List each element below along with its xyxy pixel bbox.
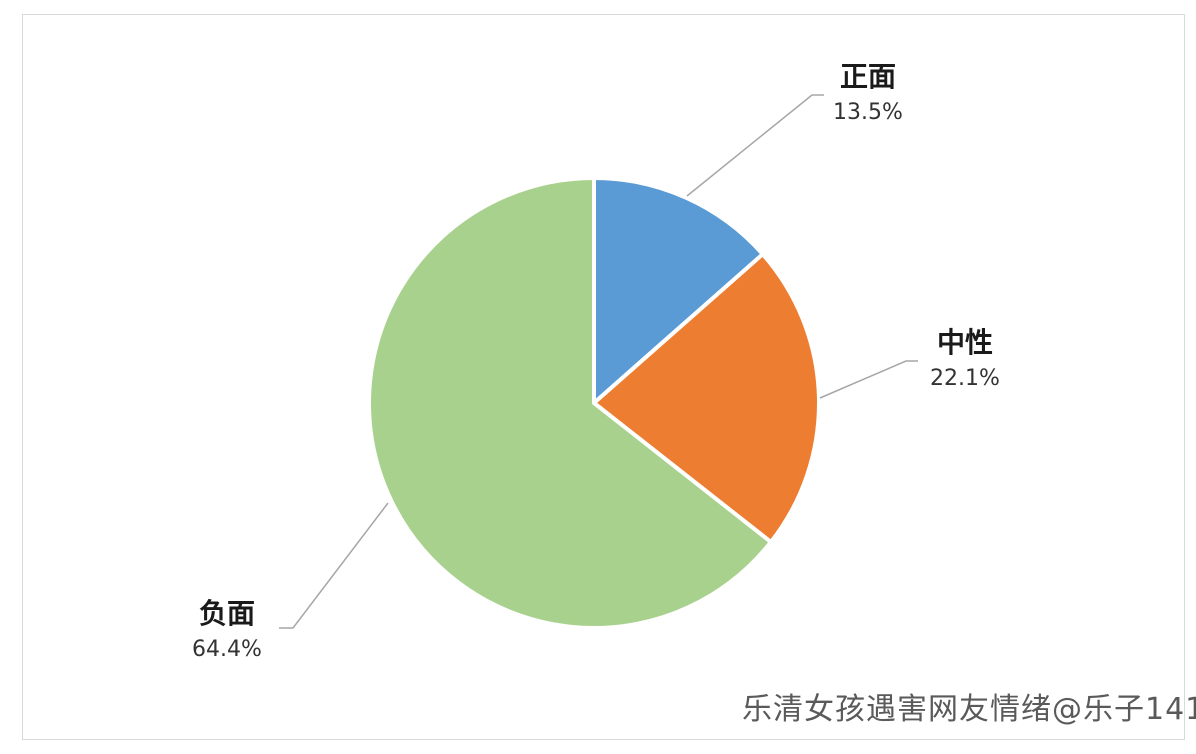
watermark-text: 乐清女孩遇害网友情绪	[742, 692, 1052, 727]
slice-label-1: 中性	[937, 326, 993, 359]
slice-value-label-1: 22.1%	[930, 366, 1000, 391]
watermark-overlay: @乐子1416	[1052, 692, 1196, 727]
slice-value-label-2: 64.4%	[192, 637, 262, 662]
leader-line-0	[686, 94, 824, 197]
slice-value-label-0: 13.5%	[833, 100, 903, 125]
pie-slice-1	[592, 252, 821, 545]
leader-line-1	[819, 360, 918, 399]
leader-line-2	[279, 502, 389, 629]
slice-label-0: 正面	[840, 60, 896, 93]
watermark: 乐清女孩遇害网友情绪@乐子1416	[742, 684, 1196, 728]
slice-label-2: 负面	[199, 597, 255, 630]
pie-slice-2	[367, 176, 773, 630]
pie-slice-0	[592, 176, 765, 405]
